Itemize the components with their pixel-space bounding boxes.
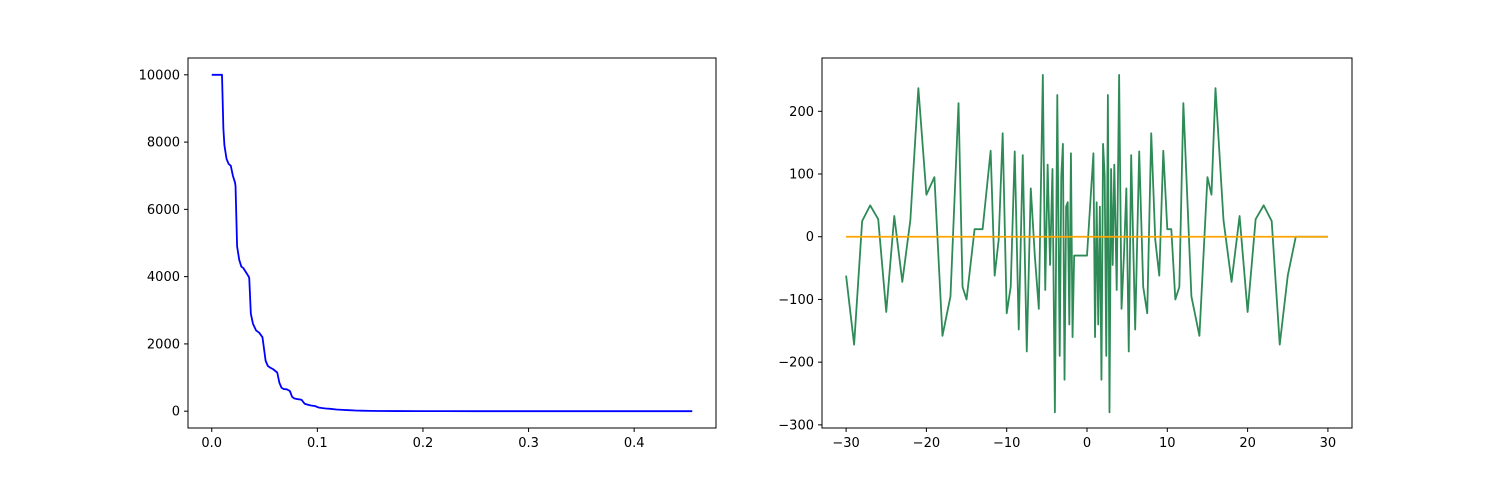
chart1-ytick-label: 0 — [806, 230, 814, 245]
chart1-series-0-line — [845, 74, 1328, 414]
chart0-series-0-line — [211, 73, 693, 413]
chart1-xtick-label: 10 — [1159, 436, 1176, 451]
chart0-xtick-label: 0.0 — [201, 436, 222, 451]
chart1-xtick-label: 20 — [1239, 436, 1256, 451]
chart0-ytick-label: 6000 — [147, 203, 180, 218]
chart0-ytick-label: 4000 — [147, 270, 180, 285]
chart1-xtick-label: −20 — [913, 436, 940, 451]
chart0-ytick-label: 0 — [172, 405, 180, 420]
chart0-xtick-label: 0.2 — [413, 436, 434, 451]
chart1-xtick-label: −10 — [993, 436, 1020, 451]
chart1-ytick-label: 100 — [789, 168, 814, 183]
chart0-ytick-label: 8000 — [147, 136, 180, 151]
chart1-xtick-label: 30 — [1320, 436, 1337, 451]
chart1-ytick-label: −200 — [778, 356, 814, 371]
chart0-ytick-label: 2000 — [147, 337, 180, 352]
chart1-xtick-label: −30 — [832, 436, 859, 451]
chart0-xtick-label: 0.1 — [307, 436, 328, 451]
chart0-axes-frame — [187, 57, 717, 429]
chart0-ytick-label: 10000 — [139, 68, 180, 83]
chart1-xtick-label: 0 — [1083, 436, 1091, 451]
chart0-xtick-label: 0.3 — [518, 436, 539, 451]
left-chart: 0.0 0.1 0.2 0.3 0.4 0 2000 4000 6000 8000 10000 — [139, 57, 717, 451]
chart1-ytick-label: −100 — [778, 293, 814, 308]
chart1-ytick-label: −300 — [778, 418, 814, 433]
chart1-ytick-label: 200 — [789, 105, 814, 120]
chart0-xtick-label: 0.4 — [624, 436, 645, 451]
